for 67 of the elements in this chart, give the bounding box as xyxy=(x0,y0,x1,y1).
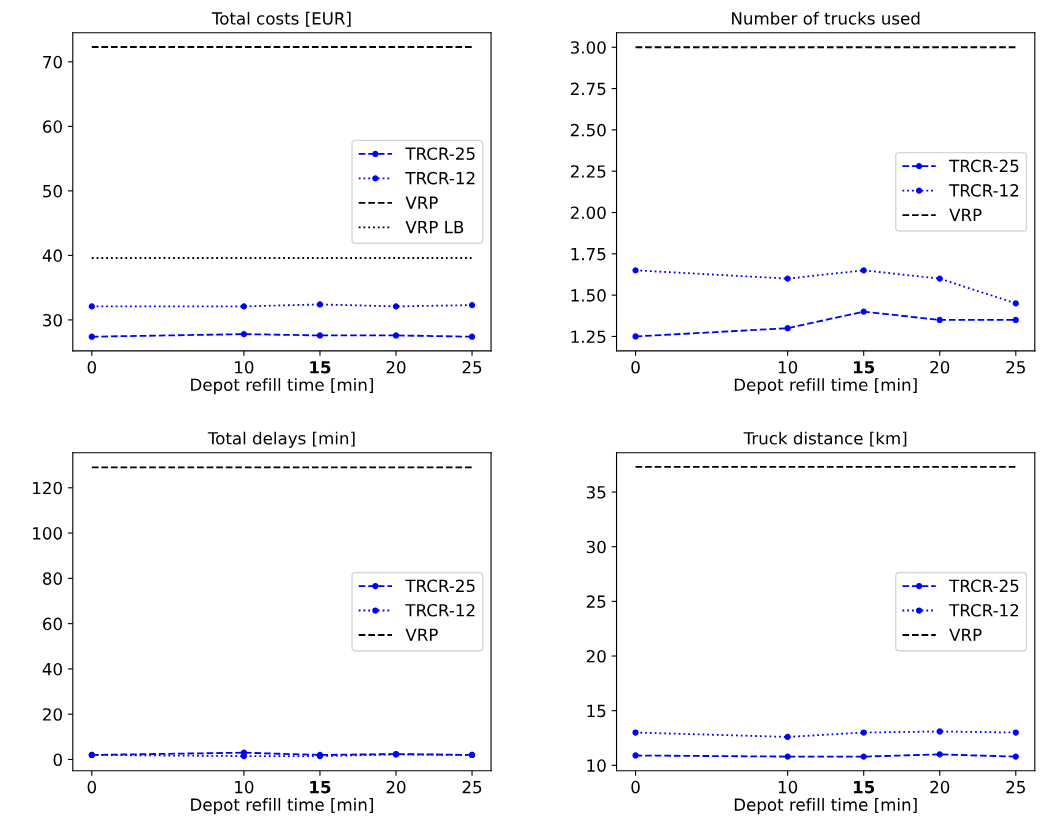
y-tick-label: 10 xyxy=(587,759,606,772)
y-tick-label: 50 xyxy=(43,184,62,198)
y-tick-label: 1.75 xyxy=(571,248,606,261)
x-tick-label: 25 xyxy=(1006,360,1025,374)
y-tick-label: 30 xyxy=(43,313,62,327)
y-tick-label: 60 xyxy=(43,617,62,631)
chart-title: Number of trucks used xyxy=(732,11,920,25)
x-tick-label: 15 xyxy=(853,361,875,374)
x-tick-label: 0 xyxy=(631,360,640,374)
y-tick-label: 1.50 xyxy=(571,289,606,302)
legend-label: TRCR-12 xyxy=(949,603,1019,617)
legend-label: TRCR-25 xyxy=(405,147,475,160)
y-tick-label: 40 xyxy=(42,662,62,676)
x-axis-title: Depot refill time [min] xyxy=(191,798,373,815)
y-tick-label: 25 xyxy=(586,595,606,608)
legend-label: TRCR-12 xyxy=(949,184,1019,197)
y-tick-label: 120 xyxy=(33,481,62,495)
y-tick-label: 20 xyxy=(586,649,606,663)
y-tick-label: 70 xyxy=(43,55,62,69)
x-axis-title: Depot refill time [min] xyxy=(734,378,917,395)
y-tick-label: 60 xyxy=(43,120,62,133)
x-tick-label: 20 xyxy=(930,360,950,374)
legend-label: VRP xyxy=(949,628,982,641)
y-tick-label: 35 xyxy=(586,486,606,499)
y-tick-label: 1.25 xyxy=(571,330,606,344)
legend-label: TRCR-25 xyxy=(405,579,475,593)
x-tick-label: 15 xyxy=(853,781,875,794)
x-tick-label: 25 xyxy=(462,780,482,794)
x-tick-label: 20 xyxy=(386,780,406,794)
x-tick-label: 0 xyxy=(631,780,640,794)
y-tick-label: 20 xyxy=(43,708,62,721)
x-tick-label: 15 xyxy=(310,781,331,794)
y-tick-label: 30 xyxy=(586,540,606,554)
legend-label: TRCR-12 xyxy=(405,171,475,185)
y-tick-label: 15 xyxy=(587,704,606,718)
legend-label: TRCR-25 xyxy=(949,579,1019,593)
x-tick-label: 20 xyxy=(386,360,406,374)
y-tick-label: 2.25 xyxy=(570,165,606,178)
x-axis-title: Depot refill time [min] xyxy=(734,798,917,815)
legend-label: VRP xyxy=(949,208,982,221)
x-tick-label: 15 xyxy=(310,361,331,374)
y-tick-label: 2.50 xyxy=(570,123,606,137)
y-tick-label: 0 xyxy=(53,753,62,767)
chart-title: Total delays [min] xyxy=(207,431,355,448)
x-tick-label: 25 xyxy=(462,360,482,374)
x-axis-title: Depot refill time [min] xyxy=(191,378,373,395)
y-tick-label: 3.00 xyxy=(570,41,606,54)
chart-title: Truck distance [km] xyxy=(743,431,907,447)
x-tick-label: 25 xyxy=(1006,780,1025,794)
chart-title: Total costs [EUR] xyxy=(211,11,351,27)
legend-label: TRCR-12 xyxy=(405,603,475,617)
x-tick-label: 20 xyxy=(930,780,950,794)
x-tick-label: 10 xyxy=(778,780,798,794)
x-tick-label: 0 xyxy=(87,780,97,794)
y-tick-label: 80 xyxy=(43,572,62,585)
y-tick-label: 2.75 xyxy=(570,82,606,96)
legend-label: TRCR-25 xyxy=(949,159,1019,173)
y-tick-label: 2.00 xyxy=(570,206,606,220)
legend-label: VRP LB xyxy=(405,220,464,234)
x-tick-label: 10 xyxy=(235,360,254,374)
legend-label: VRP xyxy=(405,196,438,209)
y-tick-label: 40 xyxy=(42,249,62,262)
x-tick-label: 0 xyxy=(87,360,97,374)
y-tick-label: 100 xyxy=(33,527,62,540)
x-tick-label: 10 xyxy=(778,360,798,374)
x-tick-label: 10 xyxy=(235,780,254,794)
legend-label: VRP xyxy=(405,628,438,641)
